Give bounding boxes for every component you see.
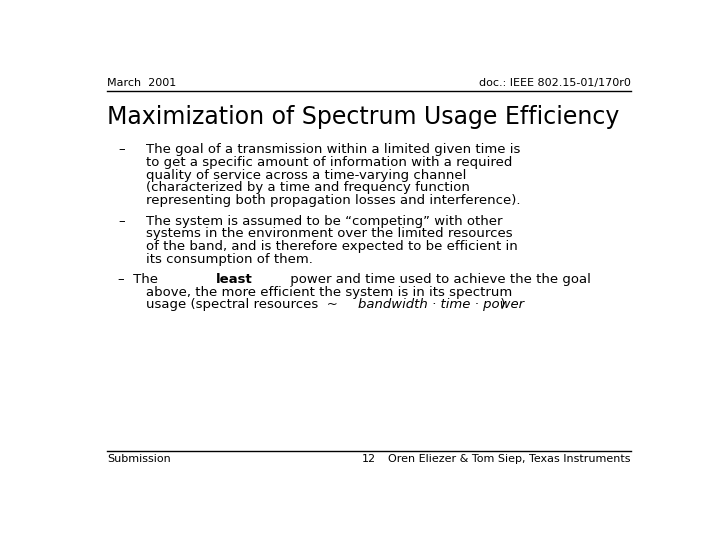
Text: (characterized by a time and frequency function: (characterized by a time and frequency f…: [145, 181, 469, 194]
Text: least: least: [216, 273, 253, 286]
Text: Oren Eliezer & Tom Siep, Texas Instruments: Oren Eliezer & Tom Siep, Texas Instrumen…: [389, 455, 631, 464]
Text: –: –: [118, 143, 125, 157]
Text: power and time used to achieve the the goal: power and time used to achieve the the g…: [286, 273, 590, 286]
Text: Maximization of Spectrum Usage Efficiency: Maximization of Spectrum Usage Efficienc…: [107, 105, 619, 129]
Text: –: –: [118, 214, 125, 227]
Text: March  2001: March 2001: [107, 78, 176, 88]
Text: doc.: IEEE 802.15-01/170r0: doc.: IEEE 802.15-01/170r0: [479, 78, 631, 88]
Text: ): ): [496, 299, 505, 312]
Text: systems in the environment over the limited resources: systems in the environment over the limi…: [145, 227, 513, 240]
Text: representing both propagation losses and interference).: representing both propagation losses and…: [145, 194, 521, 207]
Text: of the band, and is therefore expected to be efficient in: of the band, and is therefore expected t…: [145, 240, 518, 253]
Text: 12: 12: [362, 455, 376, 464]
Text: The goal of a transmission within a limited given time is: The goal of a transmission within a limi…: [145, 143, 520, 157]
Text: The system is assumed to be “competing” with other: The system is assumed to be “competing” …: [145, 214, 503, 227]
Text: quality of service across a time-varying channel: quality of service across a time-varying…: [145, 168, 466, 182]
Text: Submission: Submission: [107, 455, 171, 464]
Text: usage (spectral resources  ~: usage (spectral resources ~: [145, 299, 346, 312]
Text: –  The: – The: [118, 273, 162, 286]
Text: above, the more efficient the system is in its spectrum: above, the more efficient the system is …: [145, 286, 512, 299]
Text: its consumption of them.: its consumption of them.: [145, 253, 312, 266]
Text: to get a specific amount of information with a required: to get a specific amount of information …: [145, 156, 512, 169]
Text: bandwidth · time · power: bandwidth · time · power: [359, 299, 524, 312]
